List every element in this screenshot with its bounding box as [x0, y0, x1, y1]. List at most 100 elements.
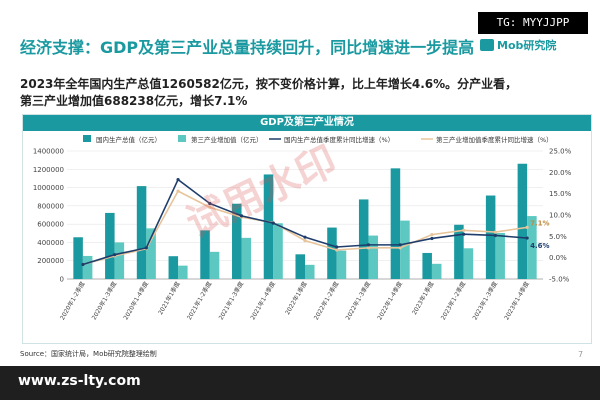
line-gdp-growth-point — [462, 232, 466, 236]
bar-tertiary — [178, 265, 188, 279]
line-gdp-growth-point — [144, 246, 148, 250]
y-left-tick: 1200000 — [33, 166, 64, 174]
legend-swatch-0 — [83, 135, 91, 142]
bar-tertiary — [82, 255, 93, 279]
line-tertiary-growth-point — [525, 225, 529, 229]
legend-label-3: 第三产业增加值季度累计同比增速（%） — [436, 135, 553, 144]
legend-swatch-1 — [178, 135, 186, 142]
bar-tertiary — [527, 216, 537, 279]
line-gdp-growth-point — [208, 201, 212, 206]
summary-line-2: 第三产业增加值688238亿元，增长7.1% — [20, 94, 248, 108]
y-right-tick: -5.0% — [549, 276, 570, 284]
x-tick-label: 2021年1-4季度 — [249, 280, 277, 321]
line-tertiary-growth-point — [335, 248, 339, 252]
x-tick-label: 2023年1季度 — [410, 280, 435, 316]
page-number: 7 — [578, 350, 584, 359]
x-tick-label: 2022年1季度 — [283, 280, 308, 316]
line-gdp-growth-point — [271, 221, 275, 225]
bar-gdp — [73, 237, 83, 279]
bar-tertiary — [368, 235, 378, 279]
bar-gdp — [232, 203, 242, 279]
x-tick-label: 2022年1-4季度 — [375, 280, 403, 321]
y-right-tick: 10.0% — [549, 212, 572, 220]
bar-gdp — [105, 212, 115, 279]
y-left-tick: 800000 — [37, 202, 64, 210]
x-tick-label: 2023年1-3季度 — [471, 280, 499, 321]
page-headline: 经济支撑：GDP及第三产业总量持续回升，同比增速进一步提高 — [20, 38, 475, 57]
line-gdp-growth-point — [493, 233, 497, 238]
bar-gdp — [422, 252, 432, 279]
line-tertiary-growth-point — [208, 205, 212, 209]
bar-tertiary — [495, 233, 505, 279]
line-gdp-growth-point — [430, 236, 434, 241]
line-gdp-growth-point — [176, 177, 180, 182]
end-label-gdp: 4.6% — [530, 242, 549, 250]
bar-gdp — [263, 174, 274, 279]
x-tick-label: 2022年1-3季度 — [344, 280, 372, 321]
bar-gdp — [295, 254, 305, 279]
tg-badge: TG: MYYJJPP — [478, 12, 588, 34]
y-left-tick: 1400000 — [33, 148, 64, 156]
line-gdp-growth-point — [398, 243, 402, 247]
bar-tertiary — [146, 228, 156, 279]
bar-tertiary — [241, 237, 252, 279]
x-tick-label: 2020年1-2季度 — [58, 280, 86, 321]
bar-gdp — [454, 224, 464, 279]
bar-tertiary — [463, 248, 474, 279]
end-label-tertiary: 7.1% — [530, 219, 549, 227]
line-tertiary-growth-point — [366, 246, 371, 250]
line-tertiary-growth-point — [430, 233, 434, 237]
brand-logo: Mob研究院 — [480, 37, 556, 53]
line-tertiary-growth-point — [398, 246, 402, 250]
gdp-chart: 国内生产总值（亿元） 第三产业增加值（亿元） 国内生产总值季度累计同比增速（%） 第三… — [33, 135, 572, 321]
bar-gdp — [517, 163, 528, 279]
line-gdp-growth-point — [525, 236, 529, 240]
y-left-tick: 600000 — [37, 221, 64, 229]
x-tick-label: 2023年1-2季度 — [439, 280, 467, 321]
x-tick-label: 2023年1-4季度 — [502, 280, 530, 321]
x-tick-label: 2020年1-4季度 — [122, 280, 150, 321]
x-tick-label: 2021年1-3季度 — [217, 280, 245, 321]
line-gdp-growth-point — [239, 214, 244, 218]
x-tick-label: 2021年1-2季度 — [185, 280, 213, 321]
y-left-tick: 0 — [60, 276, 64, 284]
line-tertiary-growth-point — [493, 230, 497, 234]
source-note: Source：国家统计局，Mob研究院整理绘制 — [20, 350, 157, 358]
bar-gdp — [390, 168, 401, 279]
bar-tertiary — [400, 220, 410, 279]
footer-bar — [0, 366, 600, 400]
chart-title: GDP及第三产业情况 — [23, 115, 591, 131]
y-left-tick: 400000 — [37, 239, 64, 247]
bar-gdp — [200, 230, 210, 279]
y-left-tick: 200000 — [37, 257, 64, 265]
y-right-tick: 20.0% — [549, 169, 572, 177]
line-gdp-growth-point — [303, 235, 307, 239]
chart-panel: GDP及第三产业情况 国内生产总值（亿元） 第三产业增加值（亿元） 国内生产总值季度… — [22, 114, 592, 344]
bar-tertiary — [209, 251, 220, 279]
mob-logo-icon — [480, 39, 494, 51]
bar-gdp — [485, 195, 496, 279]
bar-gdp — [136, 186, 147, 279]
line-tertiary-growth-point — [462, 228, 466, 232]
bar-gdp — [327, 227, 337, 279]
line-tertiary-growth-point — [303, 239, 307, 243]
footer-url: www.zs-lty.com — [18, 373, 141, 389]
line-gdp-growth-point — [113, 253, 117, 257]
x-tick-label: 2021年1季度 — [156, 280, 181, 316]
y-left-tick: 1000000 — [33, 184, 64, 192]
summary-line-1: 2023年全年国内生产总值1260582亿元，按不变价格计算，比上年增长4.6%… — [20, 77, 518, 91]
legend-label-1: 第三产业增加值（亿元） — [191, 135, 263, 144]
y-right-tick: 15.0% — [549, 190, 572, 198]
bar-gdp — [358, 199, 369, 279]
line-gdp-growth-point — [335, 245, 339, 249]
legend-label-0: 国内生产总值（亿元） — [96, 135, 161, 144]
y-right-tick: 5.0% — [549, 233, 567, 241]
y-right-tick: 25.0% — [549, 148, 572, 156]
line-gdp-growth-point — [81, 262, 85, 267]
y-right-tick: 0.0% — [549, 254, 567, 262]
bar-gdp — [168, 256, 179, 279]
brand-name: Mob研究院 — [497, 39, 557, 52]
x-tick-label: 2020年1-3季度 — [90, 280, 118, 321]
bar-tertiary — [336, 250, 347, 279]
bar-tertiary — [305, 264, 315, 279]
